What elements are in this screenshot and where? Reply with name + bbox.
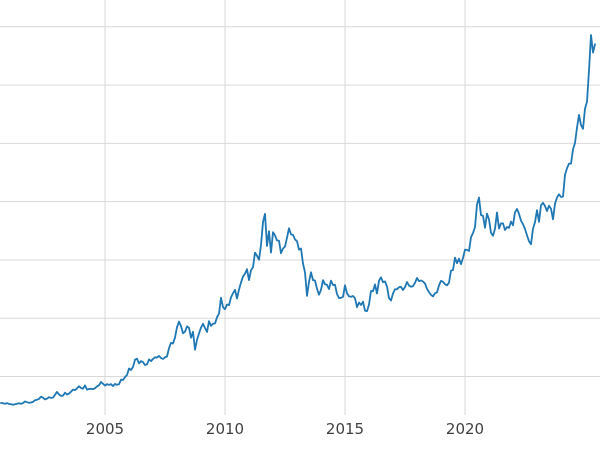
x-tick-label: 2020 [446, 420, 484, 438]
x-tick-label: 2015 [326, 420, 364, 438]
price-series-line [0, 34, 596, 406]
x-tick-label: 2010 [206, 420, 244, 438]
x-tick-label: 2005 [86, 420, 124, 438]
